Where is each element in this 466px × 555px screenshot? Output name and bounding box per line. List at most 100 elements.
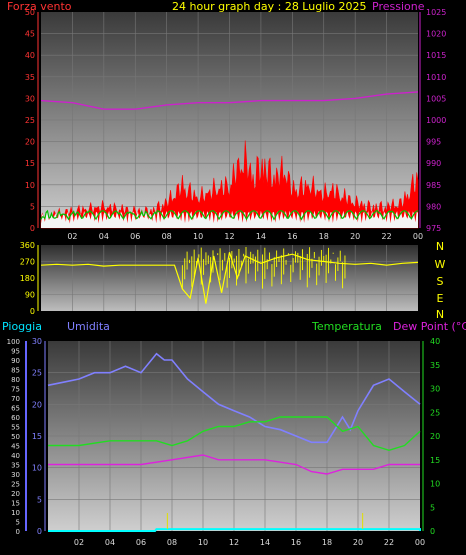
rain-tick-label: 100 — [7, 338, 20, 346]
rain-series — [48, 528, 421, 532]
rain-tick-label: 15 — [11, 500, 20, 508]
direction-tick-label: 0 — [30, 307, 35, 316]
direction-tick-label: 360 — [20, 241, 35, 250]
rain-tick-label: 80 — [11, 376, 20, 384]
x-tick-label: 22 — [384, 538, 394, 547]
dew-title: Dew Point (°C) — [393, 320, 466, 333]
rain-tick-label: 75 — [11, 386, 20, 394]
x-tick-label: 04 — [105, 538, 115, 547]
wind-tick-label: 50 — [25, 8, 35, 17]
pressure-tick-label: 975 — [426, 224, 441, 233]
temperature-tick-label: 0 — [430, 527, 435, 536]
x-tick-label: 10 — [193, 232, 203, 241]
rain-title: Pioggia — [2, 320, 42, 333]
rain-tick-label: 85 — [11, 367, 20, 375]
temperature-tick-label: 25 — [430, 408, 440, 417]
pressure-tick-label: 1025 — [426, 8, 446, 17]
wind-title: Forza vento — [7, 0, 72, 13]
pressure-tick-label: 1005 — [426, 94, 446, 103]
pressure-tick-label: 1015 — [426, 51, 446, 60]
x-tick-label: 14 — [260, 538, 270, 547]
x-tick-label: 02 — [74, 538, 84, 547]
x-tick-label: 16 — [287, 232, 297, 241]
wind-tick-label: 0 — [30, 224, 35, 233]
humidity-tick-label: 30 — [32, 337, 42, 346]
temperature-tick-label: 10 — [430, 480, 440, 489]
wind-tick-label: 20 — [25, 138, 35, 147]
x-tick-label: 02 — [67, 232, 77, 241]
temperature-tick-label: 15 — [430, 456, 440, 465]
compass-letter: S — [437, 275, 444, 288]
rain-tick-label: 30 — [11, 471, 20, 479]
direction-tick-label: 270 — [20, 258, 35, 267]
temperature-tick-label: 30 — [430, 385, 440, 394]
compass-letter: W — [435, 258, 446, 271]
rain-tick-label: 25 — [11, 481, 20, 489]
humidity-tick-label: 15 — [32, 432, 42, 441]
x-tick-label: 14 — [256, 232, 266, 241]
rain-tick-label: 60 — [11, 414, 20, 422]
pressure-tick-label: 1010 — [426, 73, 446, 82]
x-tick-label: 04 — [99, 232, 109, 241]
rain-tick-label: 10 — [11, 509, 20, 517]
graph-title: 24 hour graph day : 28 Luglio 2025 — [172, 0, 367, 13]
pressure-title: Pressione — [372, 0, 425, 13]
gust-base — [41, 210, 418, 228]
x-tick-label: 00 — [413, 232, 423, 241]
direction-series — [40, 252, 419, 304]
wind-tick-label: 25 — [25, 116, 35, 125]
rain-tick-label: 95 — [11, 348, 20, 356]
x-tick-label: 20 — [353, 538, 363, 547]
humidity-tick-label: 10 — [32, 464, 42, 473]
rain-tick-label: 70 — [11, 395, 20, 403]
pressure-tick-label: 980 — [426, 202, 441, 211]
temperature-tick-label: 35 — [430, 361, 440, 370]
pressure-series — [40, 91, 419, 110]
humidity-tick-label: 0 — [37, 527, 42, 536]
x-tick-label: 20 — [350, 232, 360, 241]
wind-series — [40, 140, 419, 229]
rain-tick-label: 20 — [11, 490, 20, 498]
x-tick-label: 08 — [167, 538, 177, 547]
rain-tick-label: 50 — [11, 433, 20, 441]
x-tick-label: 18 — [322, 538, 332, 547]
rain-tick-label: 65 — [11, 405, 20, 413]
temperature-tick-label: 20 — [430, 432, 440, 441]
compass-letter: E — [437, 292, 444, 305]
wind-tick-label: 40 — [25, 51, 35, 60]
wind-tick-label: 10 — [25, 181, 35, 190]
wind-tick-label: 5 — [30, 202, 35, 211]
x-tick-label: 16 — [291, 538, 301, 547]
pressure-tick-label: 1000 — [426, 116, 446, 125]
rain-tick-label: 35 — [11, 462, 20, 470]
compass-letter: N — [436, 308, 444, 321]
direction-tick-label: 90 — [25, 291, 35, 300]
wind-tick-label: 30 — [25, 94, 35, 103]
wind-tick-label: 15 — [25, 159, 35, 168]
temperature-title: Temperatura — [311, 320, 382, 333]
humidity-title: Umidita — [67, 320, 110, 333]
rain-tick-label: 0 — [16, 528, 20, 536]
direction-tick-label: 180 — [20, 274, 35, 283]
wind-tick-label: 35 — [25, 73, 35, 82]
rain-tick-label: 90 — [11, 357, 20, 365]
rain-tick-label: 45 — [11, 443, 20, 451]
pressure-tick-label: 990 — [426, 159, 441, 168]
rain-tick-label: 40 — [11, 452, 20, 460]
x-tick-label: 22 — [381, 232, 391, 241]
x-tick-label: 08 — [162, 232, 172, 241]
humidity-series — [47, 352, 421, 444]
x-tick-label: 00 — [415, 538, 425, 547]
x-tick-label: 12 — [229, 538, 239, 547]
x-tick-label: 18 — [319, 232, 329, 241]
rain-tick-label: 55 — [11, 424, 20, 432]
humidity-tick-label: 25 — [32, 369, 42, 378]
wind-avg-series — [40, 209, 419, 221]
wind-tick-label: 45 — [25, 30, 35, 39]
rain-tick-label: 5 — [16, 519, 20, 527]
temperature-tick-label: 5 — [430, 503, 435, 512]
temperature-series — [48, 416, 421, 452]
pressure-tick-label: 995 — [426, 138, 441, 147]
dew-series — [48, 454, 420, 475]
temperature-tick-label: 40 — [430, 337, 440, 346]
